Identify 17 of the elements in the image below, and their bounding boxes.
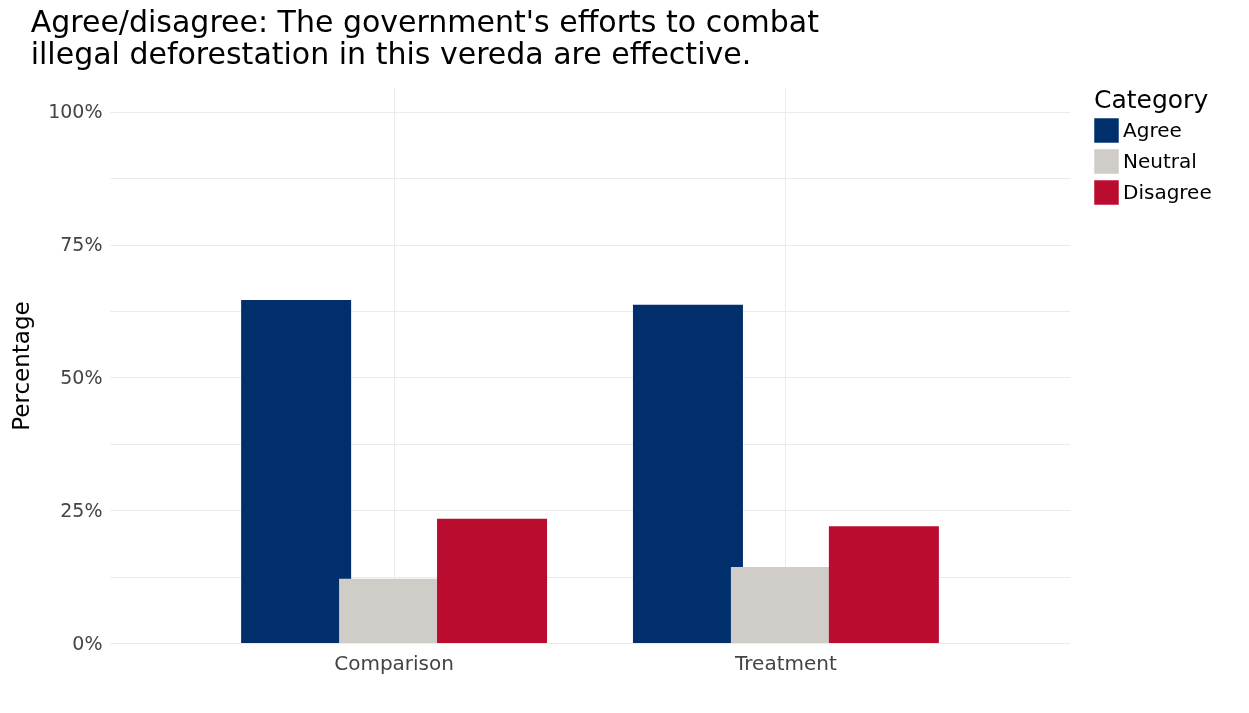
x-tick-label: Treatment [734, 650, 837, 675]
legend-label: Agree [1123, 117, 1182, 142]
y-axis-title: Percentage [8, 301, 35, 431]
bar [241, 299, 352, 643]
y-tick-label: 75% [60, 233, 103, 256]
legend-label: Neutral [1123, 148, 1197, 173]
bar [632, 304, 743, 643]
x-tick-label: Comparison [334, 650, 454, 675]
bar [437, 518, 548, 643]
bar [828, 526, 939, 643]
y-tick-label: 25% [60, 498, 103, 521]
chart-title: Agree/disagree: The government's efforts to combat illegal deforestation in this vereda are effective. [30, 4, 820, 71]
legend-title: Category [1094, 85, 1209, 114]
y-tick-label: 50% [60, 365, 103, 388]
legend-label: Disagree [1123, 179, 1212, 204]
y-tick-label: 100% [48, 100, 103, 123]
y-tick-label: 0% [72, 631, 103, 654]
